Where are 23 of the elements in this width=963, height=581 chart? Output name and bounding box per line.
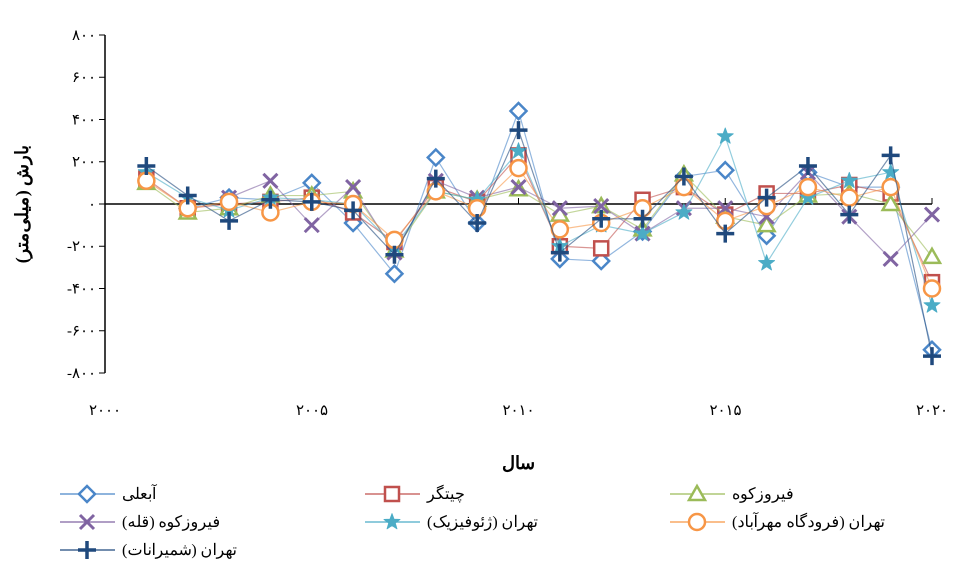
legend-label: آبعلی [122, 483, 158, 503]
y-tick-label: ۴۰۰ [72, 112, 96, 128]
legend-label: فیروزکوه (قله) [122, 514, 221, 531]
y-tick-label: ۲۰۰ [72, 154, 96, 171]
y-tick-label: ۸۰۰ [72, 28, 96, 44]
x-tick-label: ۲۰۰۰ [89, 403, 121, 419]
y-tick-label: ۶۰۰ [72, 70, 96, 86]
x-axis-title: سال [502, 453, 535, 473]
x-tick-label: ۲۰۰۵ [296, 403, 328, 419]
y-tick-label: -۴۰۰ [67, 281, 96, 298]
y-axis-title: بارش (میلی‌متر) [12, 144, 33, 264]
legend-label: فیروزکوه [732, 486, 794, 503]
x-tick-label: ۲۰۱۰ [502, 403, 534, 419]
legend-label: تهران (فرودگاه مهرآباد) [732, 511, 885, 531]
y-tick-label: -۶۰۰ [67, 324, 96, 340]
x-tick-label: ۲۰۱۵ [709, 403, 742, 419]
legend-label: چیتگر [426, 484, 465, 503]
legend-label: تهران (ژئوفیزیک) [427, 514, 538, 531]
y-tick-label: -۲۰۰ [67, 239, 96, 256]
y-tick-label: ۰ [88, 196, 96, 213]
x-tick-label: ۲۰۲۰ [916, 403, 948, 419]
legend-label: تهران (شمیرانات) [122, 542, 237, 559]
y-tick-label: -۸۰۰ [67, 366, 96, 382]
